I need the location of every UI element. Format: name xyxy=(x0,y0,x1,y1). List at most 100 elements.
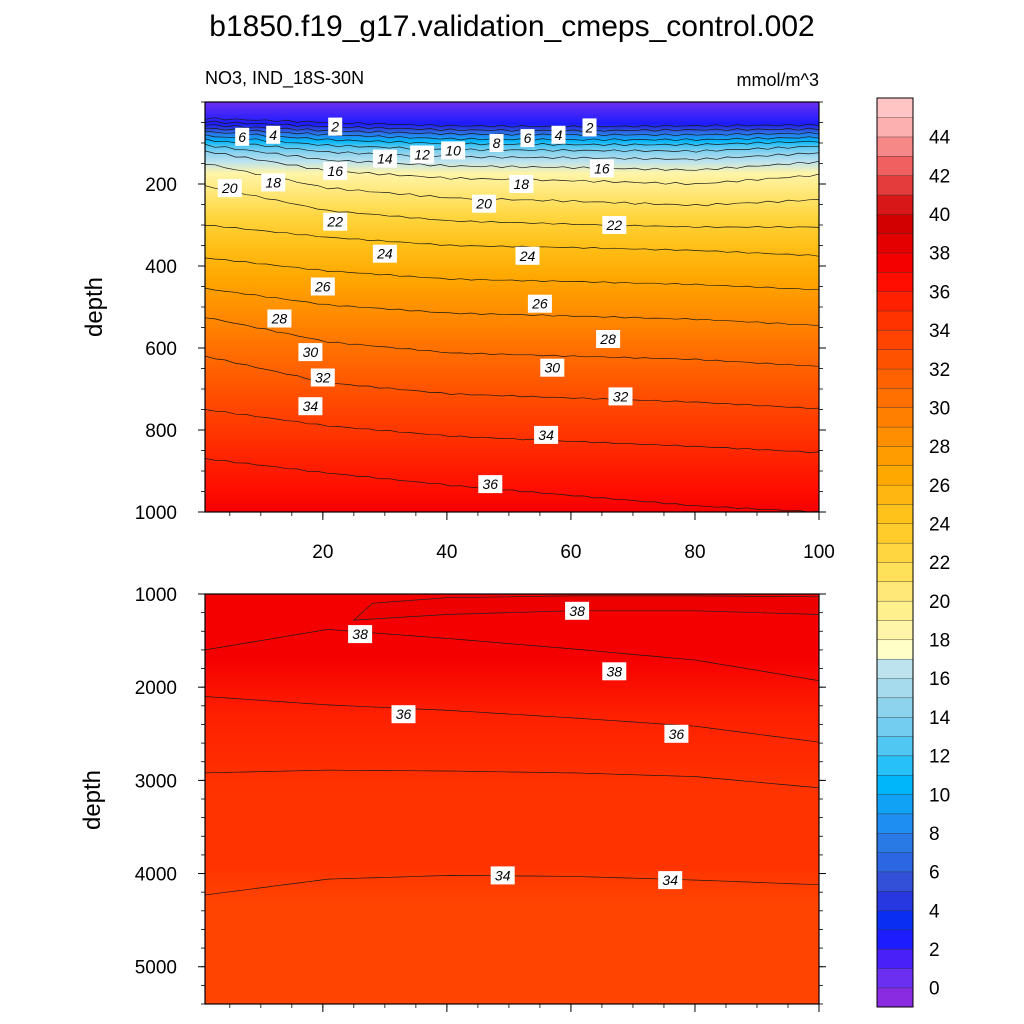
colorbar-box-8 xyxy=(876,832,914,853)
lower-ytick-label-1: 2000 xyxy=(135,678,177,699)
upper-contour-label-box-13 xyxy=(261,173,286,192)
colorbar-box-23 xyxy=(876,542,914,563)
colorbar-box-17 xyxy=(876,658,914,679)
colorbar-tick-label-1: 2 xyxy=(929,940,940,961)
colorbar-tick-label-16: 32 xyxy=(929,360,950,381)
upper-isoline-17 xyxy=(205,458,819,512)
upper-contour-label-20: 26 xyxy=(314,279,331,295)
colorbar-box-29 xyxy=(876,426,914,447)
upper-isoline-14 xyxy=(205,317,819,367)
colorbar-box-31 xyxy=(876,387,914,408)
upper-contour-label-28: 34 xyxy=(303,398,319,414)
colorbar-tick-label-5: 10 xyxy=(929,785,950,806)
variable-label: NO3, IND_18S-30N xyxy=(205,68,364,89)
colorbar: 0246810121416182022242628303234363840424… xyxy=(876,97,951,1008)
colorbar-box-4 xyxy=(876,910,914,931)
colorbar-box-36 xyxy=(876,291,914,312)
upper-xtick-label-0: 20 xyxy=(312,542,333,563)
lower-ytick-label-0: 1000 xyxy=(135,585,177,606)
colorbar-tick-label-2: 4 xyxy=(929,901,940,922)
upper-ytick-label-1: 400 xyxy=(145,257,177,278)
upper-isoline-5 xyxy=(205,134,819,153)
colorbar-tick-label-15: 30 xyxy=(929,398,950,419)
upper-contour-label-box-22 xyxy=(267,309,292,328)
upper-isoline-2 xyxy=(205,124,819,137)
colorbar-box-3 xyxy=(876,929,914,950)
colorbar-tick-label-9: 18 xyxy=(929,631,950,652)
lower-isoline-1 xyxy=(205,629,819,682)
colorbar-box-40 xyxy=(876,213,914,234)
upper-contour-label-8: 14 xyxy=(377,151,393,167)
colorbar-tick-label-0: 0 xyxy=(929,979,940,1000)
colorbar-tick-label-14: 28 xyxy=(929,437,950,458)
upper-contour-label-3: 8 xyxy=(493,135,501,151)
lower-ytick-label-3: 4000 xyxy=(135,865,177,886)
colorbar-box-7 xyxy=(876,852,914,873)
colorbar-box-38 xyxy=(876,252,914,273)
upper-contour-label-13: 18 xyxy=(265,174,281,190)
lower-panel: 38 38 38 36 36 34 34 1000 2000 3000 4000 5000 dept… xyxy=(79,585,826,1012)
colorbar-box-42 xyxy=(876,175,914,196)
upper-contour-lines xyxy=(205,117,819,512)
colorbar-box-35 xyxy=(876,310,914,331)
colorbar-box-30 xyxy=(876,407,914,428)
colorbar-tick-label-21: 42 xyxy=(929,166,950,187)
upper-contour-label-box-27 xyxy=(608,387,633,406)
upper-contour-label-15: 20 xyxy=(475,196,492,212)
upper-contour-label-17: 22 xyxy=(606,217,623,233)
upper-ytick-label-4: 1000 xyxy=(135,503,177,524)
upper-contour-label-box-30 xyxy=(478,475,503,494)
upper-isoline-6 xyxy=(205,138,819,161)
lower-contour-label-4: 36 xyxy=(669,726,685,742)
lower-contour-labels: 38 38 38 36 36 34 34 xyxy=(348,601,689,890)
lower-contour-label-box-1 xyxy=(565,601,590,620)
lower-isoline-3 xyxy=(205,769,819,789)
upper-xtick-label-3: 80 xyxy=(684,542,705,563)
colorbar-box-20 xyxy=(876,600,914,621)
upper-contour-label-box-7 xyxy=(323,161,348,180)
upper-contour-label-21: 26 xyxy=(531,296,548,312)
colorbar-box-6 xyxy=(876,871,914,892)
lower-axis-ticks: 1000 2000 3000 4000 5000 xyxy=(135,585,826,1012)
upper-contour-label-5: 4 xyxy=(555,127,563,143)
upper-contour-label-box-8 xyxy=(372,149,397,168)
colorbar-tick-label-7: 14 xyxy=(929,708,951,729)
upper-xtick-label-1: 40 xyxy=(436,542,457,563)
upper-contour-label-12: 20 xyxy=(221,180,238,196)
colorbar-box-11 xyxy=(876,774,914,795)
upper-contour-label-4: 6 xyxy=(524,130,532,146)
upper-contour-label-9: 12 xyxy=(414,147,430,163)
colorbar-tick-label-3: 6 xyxy=(929,863,940,884)
colorbar-box-26 xyxy=(876,484,914,505)
upper-contour-label-box-14 xyxy=(509,175,534,193)
colorbar-box-43 xyxy=(876,155,914,176)
lower-plot-fill xyxy=(205,594,819,1004)
colorbar-frame xyxy=(876,97,914,1008)
upper-contour-label-1: 4 xyxy=(269,127,277,143)
colorbar-tick-label-10: 20 xyxy=(929,592,950,613)
upper-isoline-15 xyxy=(205,355,819,410)
lower-ytick-label-2: 3000 xyxy=(135,771,177,792)
upper-isoline-16 xyxy=(205,409,819,453)
upper-contour-label-26: 32 xyxy=(315,370,331,386)
colorbar-box-10 xyxy=(876,794,914,815)
colorbar-tick-label-13: 26 xyxy=(929,476,950,497)
upper-contour-label-box-16 xyxy=(323,212,348,231)
colorbar-tick-label-22: 44 xyxy=(929,128,951,149)
colorbar-box-44 xyxy=(876,136,914,157)
lower-contour-label-box-3 xyxy=(391,705,416,724)
colorbar-box-0 xyxy=(876,987,914,1008)
upper-contour-label-box-28 xyxy=(298,397,323,416)
colorbar-box-2 xyxy=(876,948,914,969)
upper-ytick-label-2: 600 xyxy=(145,339,177,360)
colorbar-box-27 xyxy=(876,465,914,486)
upper-axis-ticks: 200 400 600 800 1000 20 40 60 80 100 xyxy=(135,101,835,563)
upper-contour-label-23: 28 xyxy=(599,331,616,347)
upper-contour-label-box-26 xyxy=(310,368,335,387)
upper-contour-label-24: 30 xyxy=(303,344,319,360)
upper-ytick-label-0: 200 xyxy=(145,175,177,196)
colorbar-box-39 xyxy=(876,233,914,254)
lower-contour-label-box-6 xyxy=(658,871,683,890)
upper-contour-label-27: 32 xyxy=(613,388,629,404)
